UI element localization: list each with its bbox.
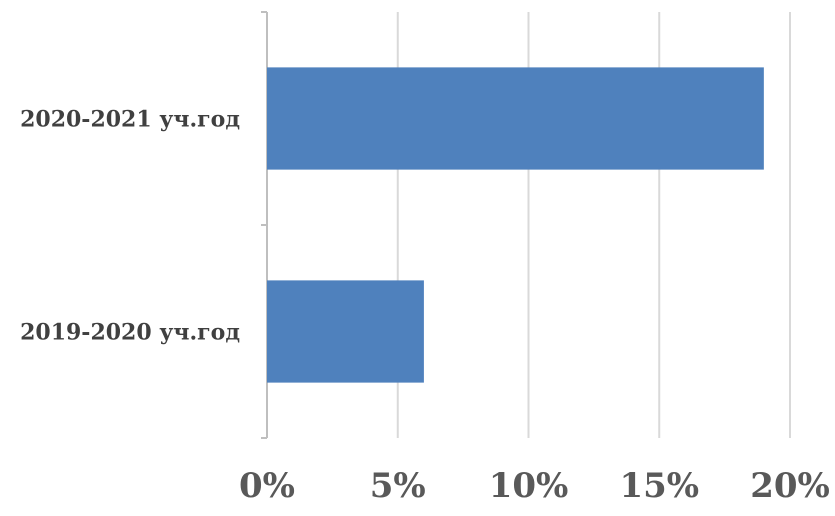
- category-label-0: 2020-2021 уч.год: [20, 107, 240, 133]
- bar-1: [267, 280, 424, 383]
- x-tick-labels: 0% 5% 10% 15% 20%: [239, 466, 830, 506]
- bars-group: [267, 67, 764, 383]
- x-tick-label-1: 5%: [370, 466, 426, 506]
- x-tick-label-2: 10%: [489, 466, 569, 506]
- x-tick-label-0: 0%: [239, 466, 295, 506]
- category-label-1: 2019-2020 уч.год: [20, 320, 240, 346]
- x-tick-label-4: 20%: [750, 466, 830, 506]
- bar-0: [267, 67, 764, 170]
- category-axis: [261, 11, 268, 439]
- x-tick-label-3: 15%: [619, 466, 699, 506]
- category-labels: 2020-2021 уч.год 2019-2020 уч.год: [20, 107, 240, 346]
